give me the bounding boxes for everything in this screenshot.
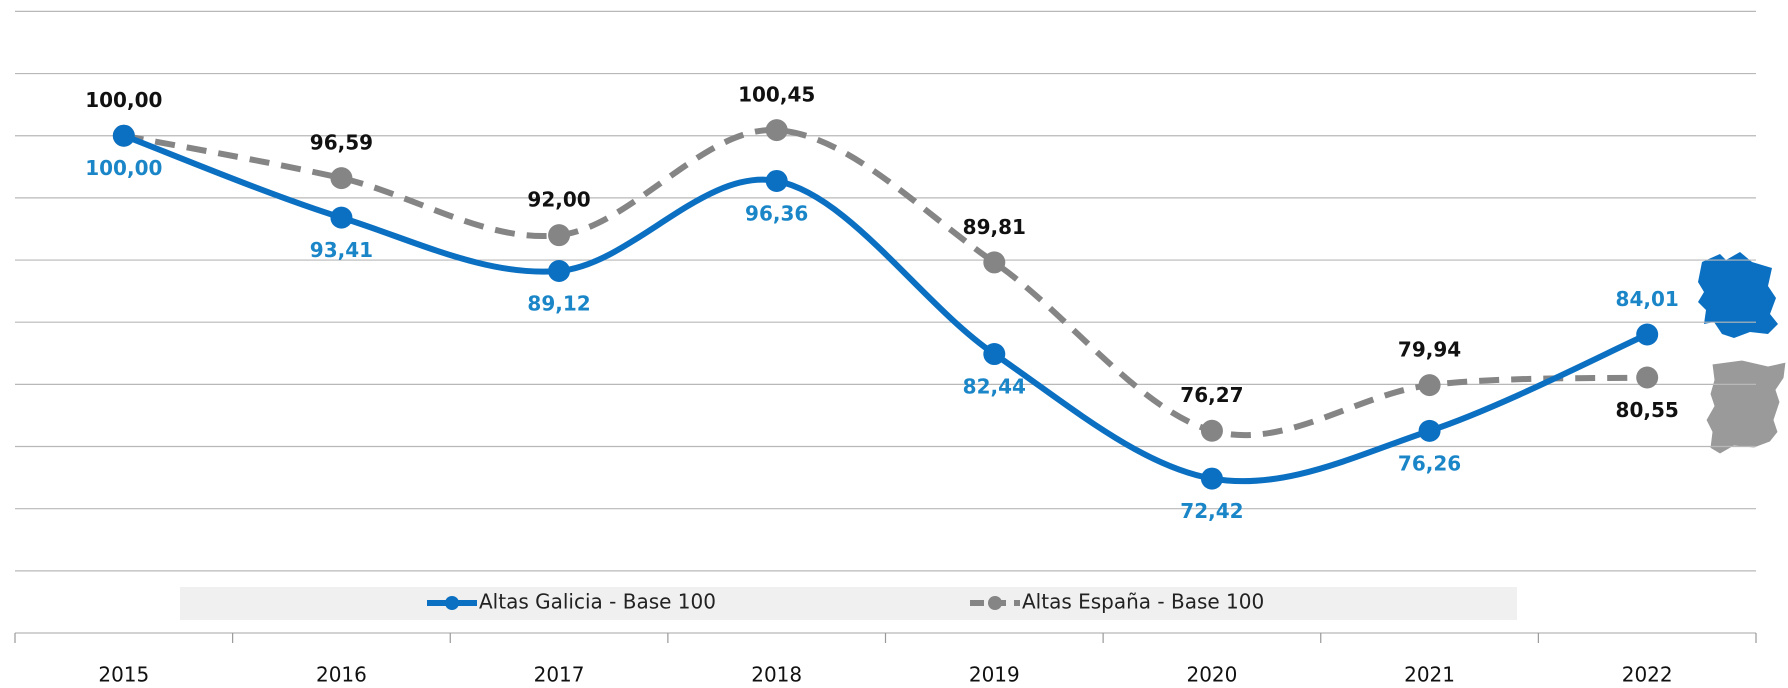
spain-map-icon [1705,359,1787,455]
point-marker [765,169,788,192]
point-marker [330,206,353,229]
point-marker [1200,419,1223,442]
point-marker [983,251,1006,274]
data-label: 80,55 [1616,398,1679,422]
legend-marker [988,596,1002,610]
legend-marker [445,596,459,610]
x-tick-label: 2019 [969,663,1020,687]
point-marker [1418,419,1441,442]
point-marker [1636,366,1659,389]
data-label: 100,00 [85,156,162,180]
point-marker [983,343,1006,366]
x-tick-label: 2020 [1186,663,1237,687]
data-label: 72,42 [1180,499,1243,523]
x-tick-label: 2015 [98,663,149,687]
legend-label: Altas España - Base 100 [1022,590,1264,614]
galicia-map-icon [1698,252,1778,338]
data-label: 100,45 [738,83,815,107]
x-tick-label: 2021 [1404,663,1455,687]
x-tick-label: 2018 [751,663,802,687]
legend-background [180,587,1517,620]
series-line [123,127,1648,439]
point-marker [330,167,353,190]
data-label: 92,00 [527,188,590,212]
point-marker [548,224,571,247]
data-label: 96,59 [310,131,373,155]
point-marker [1636,323,1659,346]
series-line [120,132,1651,485]
data-label: 76,27 [1180,383,1243,407]
point-marker [1418,374,1441,397]
x-tick-label: 2016 [316,663,367,687]
point-marker [765,119,788,142]
x-tick-label: 2017 [534,663,585,687]
point-marker [548,259,571,282]
data-label: 76,26 [1398,451,1461,475]
x-tick-label: 2022 [1622,663,1673,687]
data-label: 96,36 [745,201,808,225]
data-label: 82,44 [963,375,1026,399]
point-marker [112,124,135,147]
legend-label: Altas Galicia - Base 100 [479,590,716,614]
data-label: 84,01 [1616,287,1679,311]
data-label: 79,94 [1398,338,1461,362]
data-label: 93,41 [310,238,373,262]
point-marker [1200,467,1223,490]
data-label: 89,12 [527,291,590,315]
data-label: 100,00 [85,88,162,112]
data-label: 89,81 [963,215,1026,239]
